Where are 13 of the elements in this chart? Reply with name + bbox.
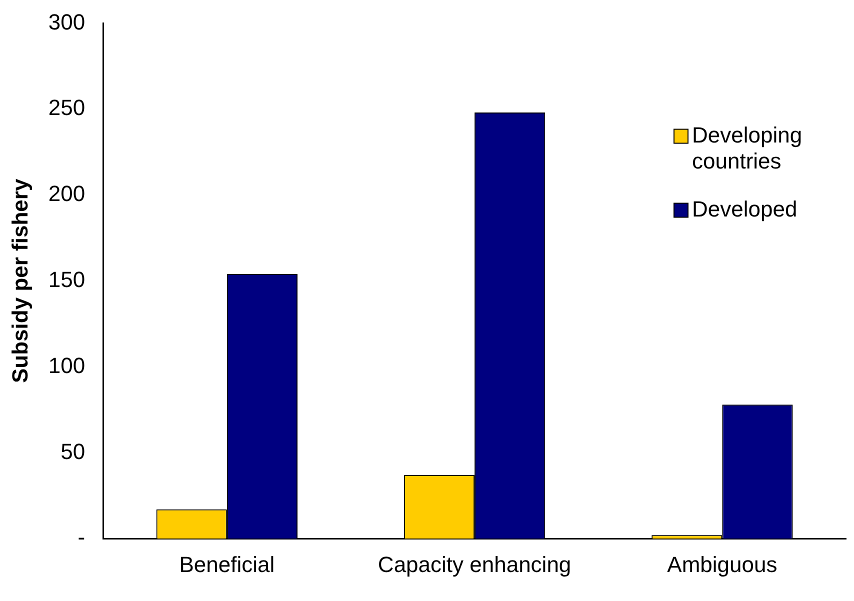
x-tick-label: Ambiguous — [667, 552, 778, 577]
x-tick-label: Capacity enhancing — [378, 552, 572, 577]
y-tick-label: 300 — [48, 9, 86, 34]
y-tick-label: - — [78, 524, 86, 550]
y-tick-label: 150 — [48, 266, 86, 292]
y-tick-label: 100 — [48, 352, 86, 378]
y-tick-label: 50 — [60, 438, 86, 464]
legend-label: Developed — [692, 196, 798, 222]
y-tick-label: 250 — [48, 95, 86, 120]
x-tick-label: Beneficial — [179, 552, 275, 577]
legend-label: Developing countries — [692, 122, 802, 174]
y-tick-label: 200 — [48, 181, 86, 206]
y-axis-title: Subsidy per fishery — [7, 178, 32, 383]
